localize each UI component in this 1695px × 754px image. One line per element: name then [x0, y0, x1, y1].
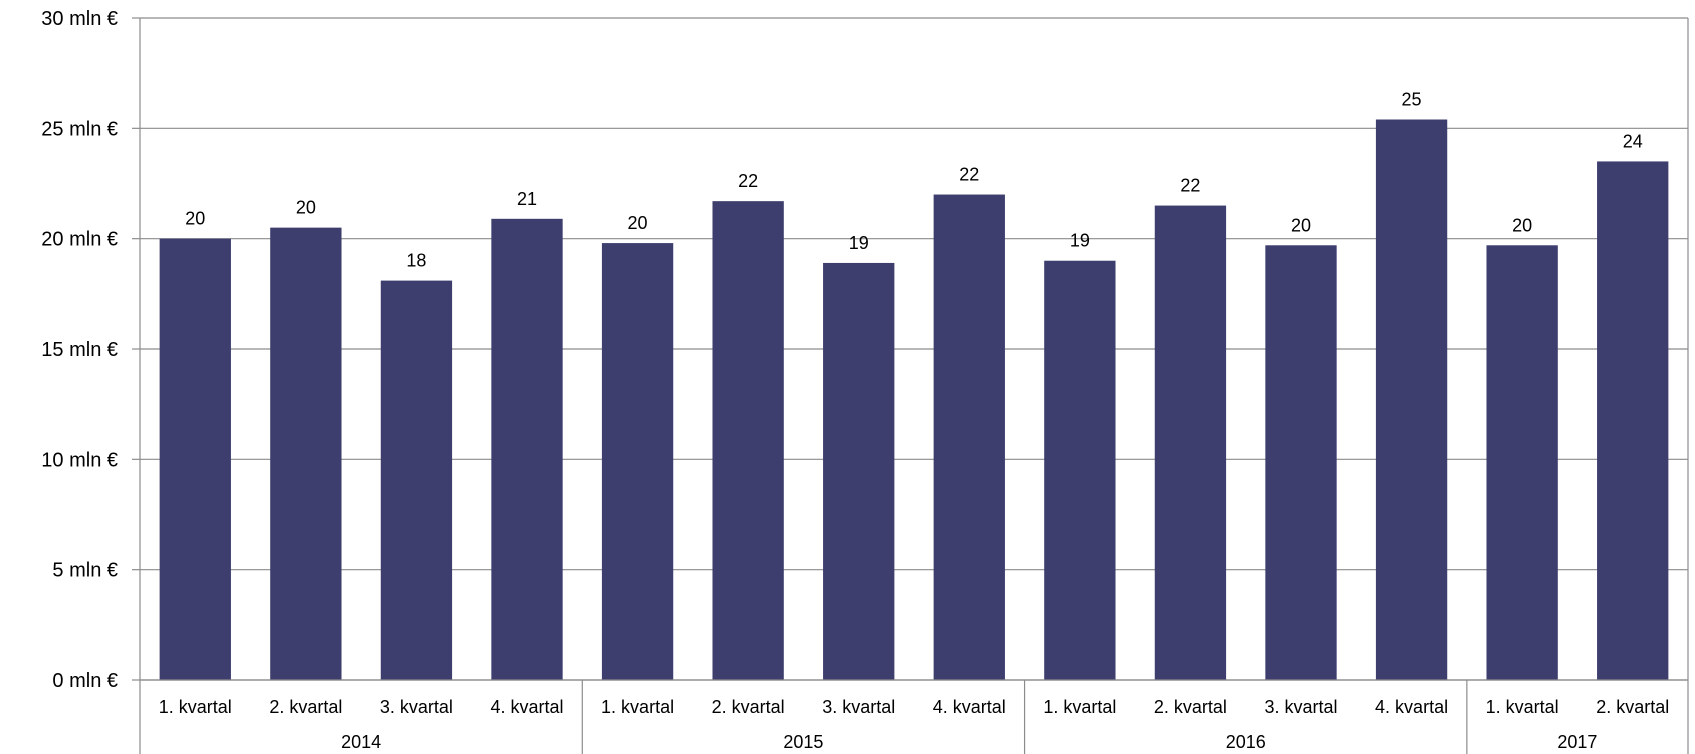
data-label: 20	[628, 213, 648, 233]
bar	[1597, 161, 1669, 680]
data-label: 19	[1070, 231, 1090, 251]
y-tick-label: 5 mln €	[52, 560, 118, 582]
bar	[380, 280, 453, 680]
data-label: 20	[1291, 215, 1311, 235]
x-group-label: 2017	[1557, 732, 1597, 752]
bar	[1154, 205, 1227, 681]
x-tick-label: 2. kvartal	[1596, 697, 1669, 717]
bar	[712, 201, 784, 681]
x-group-label: 2014	[341, 732, 381, 752]
x-tick-label: 3. kvartal	[1264, 697, 1337, 717]
data-label: 22	[1180, 176, 1200, 196]
y-tick-label: 20 mln €	[41, 229, 118, 251]
data-label: 24	[1623, 131, 1643, 151]
data-labels: 20 20 18 21 20 22 19 22 19 22 20 25 20 24	[185, 90, 1642, 271]
data-label: 19	[849, 233, 869, 253]
x-tick-label: 2. kvartal	[1154, 697, 1227, 717]
data-label: 22	[959, 165, 979, 185]
x-tick-label: 1. kvartal	[1486, 697, 1559, 717]
data-label: 20	[185, 209, 205, 229]
bar	[1375, 119, 1448, 681]
data-label: 21	[517, 189, 537, 209]
x-tick-label: 2. kvartal	[269, 697, 342, 717]
axes: 0 mln € 5 mln € 10 mln € 15 mln € 20 mln € 25…	[41, 8, 1689, 754]
bar	[159, 238, 231, 680]
x-group-label: 2015	[783, 732, 823, 752]
bar	[1265, 245, 1337, 680]
data-label: 25	[1402, 90, 1422, 110]
x-group-label: 2016	[1226, 732, 1266, 752]
x-tick-label: 3. kvartal	[380, 697, 453, 717]
bar	[1044, 260, 1116, 680]
x-tick-label: 4. kvartal	[490, 697, 563, 717]
x-tick-label: 1. kvartal	[601, 697, 674, 717]
data-label: 22	[738, 171, 758, 191]
y-tick-label: 30 mln €	[41, 8, 118, 30]
y-tick-label: 10 mln €	[41, 449, 118, 471]
bar	[491, 218, 563, 680]
bar	[601, 243, 674, 680]
x-tick-label: 1. kvartal	[159, 697, 232, 717]
x-tick-label: 4. kvartal	[933, 697, 1006, 717]
y-tick-label: 15 mln €	[41, 339, 118, 361]
y-tick-label: 25 mln €	[41, 118, 118, 140]
x-tick-label: 1. kvartal	[1043, 697, 1116, 717]
data-label: 20	[1512, 215, 1532, 235]
y-tick-label: 0 mln €	[52, 670, 118, 692]
bars	[159, 119, 1669, 681]
x-tick-label: 3. kvartal	[822, 697, 895, 717]
gridlines	[140, 17, 1688, 681]
data-label: 20	[296, 198, 316, 218]
x-tick-label: 2. kvartal	[712, 697, 785, 717]
bar	[1486, 245, 1558, 680]
bar	[823, 262, 895, 680]
x-tick-label: 4. kvartal	[1375, 697, 1448, 717]
bar	[933, 194, 1005, 681]
data-label: 18	[406, 251, 426, 271]
bar	[270, 227, 342, 680]
